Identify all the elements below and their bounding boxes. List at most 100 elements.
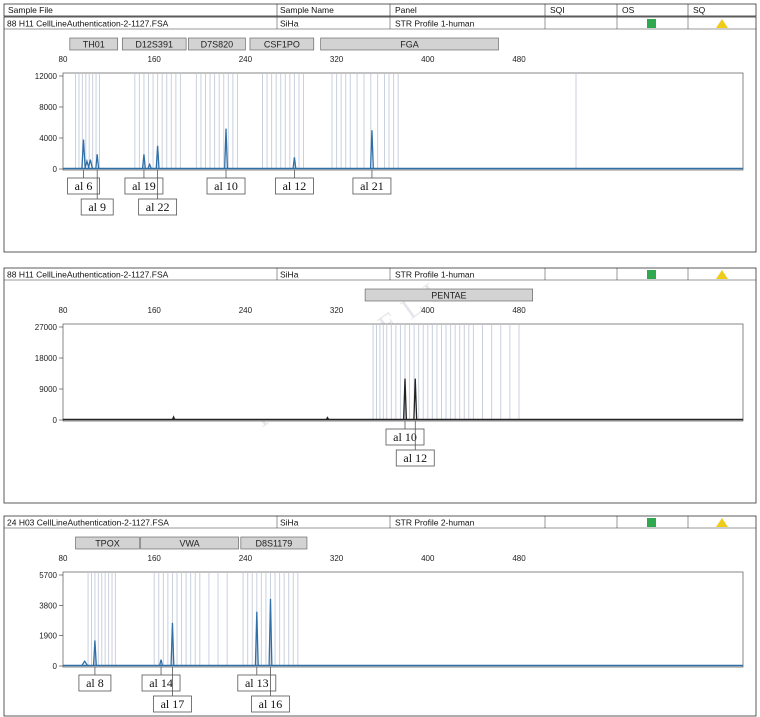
x-tick-label: 480 bbox=[512, 554, 526, 563]
allele-label: al 12 bbox=[283, 179, 307, 193]
sample-file-name: 88 H11 CellLineAuthentication-2-1127.FSA bbox=[7, 270, 169, 280]
plot-area bbox=[62, 571, 744, 668]
green-square-icon bbox=[647, 518, 656, 527]
allele-box bbox=[395, 449, 435, 467]
allele-box bbox=[138, 198, 178, 216]
panel-frame bbox=[3, 16, 757, 253]
header-sample-name: Sample Name bbox=[280, 5, 334, 15]
y-tick-label: 5700 bbox=[39, 571, 57, 580]
x-tick-label: 480 bbox=[512, 55, 526, 64]
allele-box bbox=[206, 177, 246, 195]
x-tick-label: 400 bbox=[421, 55, 435, 64]
green-square-icon bbox=[647, 19, 656, 28]
marker-label: FGA bbox=[400, 40, 419, 50]
allele-label: al 16 bbox=[259, 697, 283, 711]
allele-label: al 12 bbox=[403, 451, 427, 465]
marker-bar bbox=[140, 536, 239, 550]
panel-frame bbox=[3, 515, 757, 717]
trace-peak bbox=[159, 659, 164, 666]
panel-name: STR Profile 1-human bbox=[395, 270, 475, 280]
allele-label: al 8 bbox=[86, 676, 104, 690]
y-tick-label: 0 bbox=[53, 165, 58, 174]
y-tick-label: 9000 bbox=[39, 385, 57, 394]
marker-bar bbox=[249, 37, 315, 51]
marker-label: VWA bbox=[179, 539, 199, 549]
allele-box bbox=[78, 674, 112, 692]
marker-label: TPOX bbox=[95, 539, 120, 549]
sample-name: SiHa bbox=[280, 518, 299, 528]
allele-box bbox=[80, 198, 114, 216]
trace-peak bbox=[224, 128, 229, 169]
header-sq: SQ bbox=[693, 5, 706, 15]
y-tick-label: 0 bbox=[53, 662, 58, 671]
header-sqi: SQI bbox=[550, 5, 565, 15]
trace-peak bbox=[147, 162, 152, 169]
y-tick-label: 1900 bbox=[39, 632, 57, 641]
y-tick-label: 27000 bbox=[35, 323, 58, 332]
trace-peak bbox=[87, 159, 94, 169]
allele-label: al 14 bbox=[149, 676, 173, 690]
sample-name: SiHa bbox=[280, 19, 299, 29]
allele-box bbox=[275, 177, 314, 195]
plot-area bbox=[62, 72, 744, 171]
trace-peak bbox=[369, 130, 374, 169]
panel-name: STR Profile 2-human bbox=[395, 518, 475, 528]
x-tick-label: 80 bbox=[59, 306, 68, 315]
x-tick-label: 320 bbox=[330, 554, 344, 563]
panel-3: 24 H03 CellLineAuthentication-2-1127.FSA… bbox=[3, 515, 757, 717]
allele-label: al 13 bbox=[245, 676, 269, 690]
y-tick-label: 4000 bbox=[39, 134, 57, 143]
column-header-row: Sample File Sample Name Panel SQI OS SQ bbox=[3, 3, 757, 17]
panel-2: 88 H11 CellLineAuthentication-2-1127.FSA… bbox=[3, 267, 757, 504]
panels-container: 88 H11 CellLineAuthentication-2-1127.FSA… bbox=[3, 16, 757, 717]
x-tick-label: 160 bbox=[148, 306, 162, 315]
marker-bar bbox=[188, 37, 246, 51]
x-tick-label: 240 bbox=[239, 55, 253, 64]
marker-label: D8S1179 bbox=[255, 539, 292, 549]
marker-label: D12S391 bbox=[135, 40, 173, 50]
trace-peak bbox=[170, 622, 175, 666]
trace-peak bbox=[171, 415, 176, 420]
trace-peak bbox=[155, 145, 160, 169]
y-tick-label: 12000 bbox=[35, 72, 58, 81]
header-sample-file: Sample File bbox=[8, 5, 53, 15]
marker-label: D7S820 bbox=[201, 40, 234, 50]
allele-label: al 10 bbox=[214, 179, 238, 193]
yellow-triangle-icon bbox=[716, 19, 728, 28]
trace-peak bbox=[292, 157, 297, 169]
trace-peak bbox=[325, 416, 330, 420]
plot-area bbox=[62, 323, 744, 422]
green-square-icon bbox=[647, 270, 656, 279]
marker-label: CSF1PO bbox=[264, 40, 300, 50]
panel-info-row: 24 H03 CellLineAuthentication-2-1127.FSA… bbox=[4, 516, 756, 529]
x-tick-label: 80 bbox=[59, 554, 68, 563]
allele-box bbox=[141, 674, 181, 692]
x-tick-label: 400 bbox=[421, 554, 435, 563]
panel-1: 88 H11 CellLineAuthentication-2-1127.FSA… bbox=[3, 16, 757, 253]
marker-label: TH01 bbox=[83, 40, 105, 50]
trace-peak bbox=[141, 154, 146, 169]
marker-bar bbox=[75, 536, 140, 550]
y-tick-label: 8000 bbox=[39, 103, 57, 112]
allele-label: al 19 bbox=[132, 179, 156, 193]
allele-box bbox=[385, 428, 425, 446]
marker-bar bbox=[320, 37, 499, 51]
allele-label: al 9 bbox=[88, 200, 106, 214]
marker-label: PENTAE bbox=[431, 291, 466, 301]
allele-box bbox=[251, 695, 290, 713]
x-tick-label: 480 bbox=[512, 306, 526, 315]
y-tick-label: 0 bbox=[53, 416, 58, 425]
panel-info-row: 88 H11 CellLineAuthentication-2-1127.FSA… bbox=[4, 268, 756, 281]
allele-box bbox=[124, 177, 164, 195]
trace-peak bbox=[402, 378, 408, 420]
x-tick-label: 320 bbox=[330, 55, 344, 64]
allele-label: al 21 bbox=[360, 179, 384, 193]
allele-label: al 6 bbox=[75, 179, 93, 193]
x-tick-label: 160 bbox=[148, 554, 162, 563]
trace-peak bbox=[81, 660, 88, 666]
header-os: OS bbox=[622, 5, 635, 15]
trace-peak bbox=[92, 640, 97, 666]
marker-bar bbox=[240, 536, 308, 550]
allele-box bbox=[237, 674, 277, 692]
